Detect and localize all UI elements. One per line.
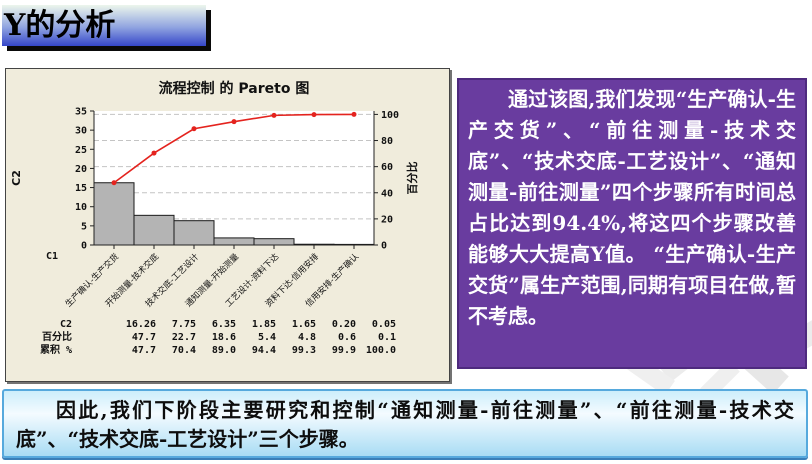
tick-label: 20	[75, 164, 87, 175]
table-cell: 47.7	[132, 345, 156, 356]
tick-label: 60	[381, 162, 393, 173]
tick-label: 25	[75, 145, 87, 156]
table-cell: 1.65	[292, 319, 316, 330]
tick-label: 10	[75, 202, 87, 213]
cumulative-point	[191, 126, 197, 132]
tick-label: 35	[75, 107, 87, 118]
table-cell: 89.0	[212, 345, 236, 356]
tick-label: 20	[381, 214, 393, 225]
table-cell: 70.4	[172, 345, 196, 356]
table-cell: 0.1	[378, 332, 396, 343]
table-cell: 1.85	[252, 319, 276, 330]
pareto-chart-svg: 05101520253035020406080100生产确认-生产交货开始测量-…	[10, 80, 419, 356]
table-cell: 18.6	[212, 332, 236, 343]
table-cell: 7.75	[172, 319, 196, 330]
cumulative-point	[151, 150, 157, 156]
table-row-label: C2	[60, 319, 72, 330]
tick-label: 100	[381, 110, 399, 121]
conclusion-text: 因此,我们下阶段主要研究和控制“通知测量-前往测量”、“前往测量-技术交底”、“…	[16, 398, 794, 451]
table-cell: 0.6	[338, 332, 356, 343]
table-cell: 16.26	[126, 319, 156, 330]
tick-label: 30	[75, 126, 87, 137]
table-cell: 94.4	[252, 345, 276, 356]
cumulative-point	[231, 119, 237, 125]
page-title: Y的分析	[4, 7, 116, 43]
tick-label: 80	[381, 136, 393, 147]
tick-label: 15	[75, 183, 87, 194]
page-title-banner: Y的分析	[2, 5, 206, 46]
tick-label: 5	[81, 221, 87, 232]
table-cell: 5.4	[258, 332, 276, 343]
bar	[173, 220, 215, 246]
table-cell: 99.3	[292, 345, 316, 356]
table-cell: 22.7	[172, 332, 196, 343]
tick-label: 0	[81, 241, 87, 252]
cumulative-point	[351, 111, 357, 117]
table-cell: 6.35	[212, 319, 236, 330]
conclusion-text-box: 因此,我们下阶段主要研究和控制“通知测量-前往测量”、“前往测量-技术交底”、“…	[2, 389, 808, 458]
chart-title: 流程控制 的 Pareto 图	[159, 80, 310, 97]
pareto-chart-panel: 0 5 10 15 20 25 30 35 0 20 40 60 80 100 生产确认-生产交货 开始测量-…	[5, 68, 450, 382]
analysis-text-box: 通过该图,我们发现“生产确认-生产交货”、“前往测量-技术交底”、“技术交底-工…	[457, 78, 807, 369]
tick-label: 40	[381, 188, 393, 199]
cumulative-point	[311, 112, 317, 118]
table-cell: 4.8	[298, 332, 316, 343]
tick-label: 0	[381, 241, 387, 252]
table-cell: 47.7	[132, 332, 156, 343]
analysis-text: 通过该图,我们发现“生产确认-生产交货”、“前往测量-技术交底”、“技术交底-工…	[468, 87, 796, 328]
bar	[213, 237, 255, 246]
bar	[93, 182, 135, 246]
table-cell: 100.0	[366, 345, 396, 356]
cumulative-point	[111, 180, 117, 186]
table-cell: 0.05	[372, 319, 396, 330]
bar	[133, 214, 175, 246]
bar	[253, 238, 295, 246]
table-cell: 0.20	[332, 319, 356, 330]
y-axis-label-left: C2	[10, 170, 23, 186]
x-axis-label: C1	[46, 251, 58, 262]
y-axis-label-right: 百分比	[405, 162, 419, 195]
table-cell: 99.9	[332, 345, 356, 356]
table-row-label: 累积 %	[40, 343, 72, 356]
table-row-label: 百分比	[42, 330, 72, 343]
cumulative-point	[271, 112, 277, 118]
